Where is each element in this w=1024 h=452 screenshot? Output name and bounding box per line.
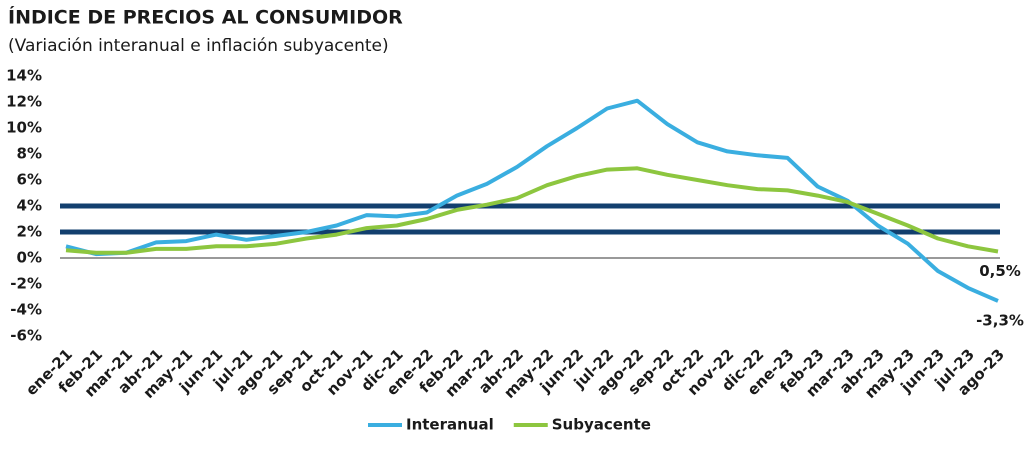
y-tick-label: 6% (17, 171, 42, 189)
y-tick-label: 8% (17, 145, 42, 163)
y-tick-label: 2% (17, 223, 42, 241)
legend-label: Subyacente (552, 416, 651, 434)
y-tick-label: 10% (6, 119, 42, 137)
series-line (65, 166, 999, 255)
chart-title: ÍNDICE DE PRECIOS AL CONSUMIDOR (8, 6, 403, 29)
series-line (65, 98, 999, 303)
y-tick-label: 0% (17, 249, 42, 267)
y-tick-label: 4% (17, 197, 42, 215)
y-tick-label: 12% (6, 93, 42, 111)
data-label: 0,5% (979, 262, 1021, 280)
y-tick-label: -4% (10, 301, 42, 319)
legend-label: Interanual (406, 416, 494, 434)
y-tick-label: -6% (10, 327, 42, 345)
y-tick-label: -2% (10, 275, 42, 293)
chart-subtitle: (Variación interanual e inflación subyac… (8, 36, 389, 56)
data-label: -3,3% (976, 311, 1024, 329)
y-tick-label: 14% (6, 67, 42, 85)
